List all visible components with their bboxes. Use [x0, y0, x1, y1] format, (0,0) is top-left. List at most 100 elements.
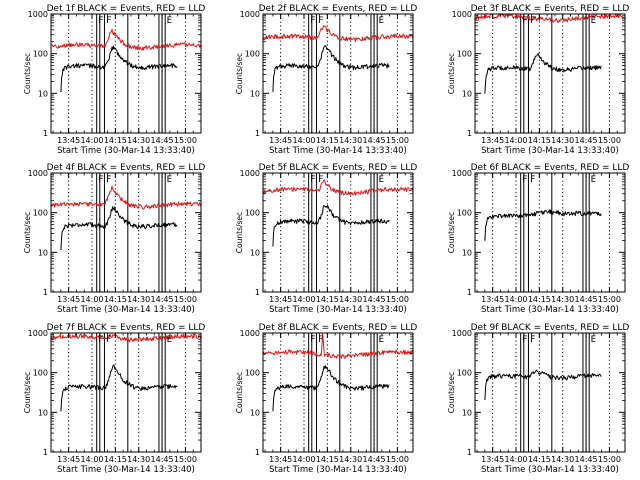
x-tick-label: 14:00: [504, 136, 527, 145]
chart-title: Det 1f BLACK = Events, RED = LLD: [47, 4, 206, 14]
x-tick-label: 14:30: [551, 455, 574, 464]
flag-marker-f: F: [106, 335, 111, 345]
flag-marker-e: E: [591, 16, 596, 26]
x-axis-label: Start Time (30-Mar-14 13:33:40): [481, 146, 619, 156]
x-tick-label: 14:15: [316, 295, 339, 304]
x-tick-label: 13:45: [481, 136, 504, 145]
y-tick-label: 1: [255, 448, 260, 457]
x-tick-label: 14:15: [104, 455, 127, 464]
x-tick-label: 14:00: [504, 295, 527, 304]
x-tick-label: 13:45: [481, 295, 504, 304]
x-tick-label: 14:30: [339, 295, 362, 304]
y-tick-label: 100: [457, 50, 472, 59]
chart-panel-6: Det 6f BLACK = Events, RED = LLD F F E 1 10 10…: [447, 163, 629, 315]
x-axis-label: Start Time (30-Mar-14 13:33:40): [57, 305, 195, 315]
y-axis-label: Counts/sec: [23, 53, 32, 94]
x-tick-label: 14:00: [80, 136, 103, 145]
chart-panel-3: Det 3f BLACK = Events, RED = LLD F F E 1 10 10…: [447, 4, 629, 156]
x-axis-label: Start Time (30-Mar-14 13:33:40): [269, 305, 407, 315]
events-series-line: [60, 364, 178, 412]
x-tick-label: 14:15: [316, 136, 339, 145]
y-tick-label: 1: [255, 129, 260, 138]
x-tick-label: 14:00: [292, 295, 315, 304]
flag-marker-e: E: [591, 175, 596, 185]
y-tick-label: 100: [33, 369, 48, 378]
plot-frame: [50, 172, 202, 293]
y-tick-label: 1: [43, 288, 48, 297]
chart-title: Det 4f BLACK = Events, RED = LLD: [47, 163, 206, 173]
lld-series-line: [51, 28, 202, 51]
y-tick-label: 1: [255, 288, 260, 297]
y-tick-label: 1000: [240, 169, 260, 178]
x-tick-label: 15:00: [386, 455, 409, 464]
x-tick-label: 15:00: [174, 136, 197, 145]
chart-panel-5: Det 5f BLACK = Events, RED = LLD F F E 1 10 10…: [235, 163, 417, 315]
y-tick-label: 1000: [452, 329, 472, 338]
flag-marker-e: E: [379, 175, 384, 185]
x-tick-label: 14:15: [316, 455, 339, 464]
x-tick-label: 14:45: [575, 295, 598, 304]
y-tick-label: 1000: [28, 329, 48, 338]
lld-series-line: [50, 185, 202, 210]
flag-marker-f: F: [310, 335, 315, 345]
chart-title: Det 2f BLACK = Events, RED = LLD: [259, 4, 418, 14]
x-tick-label: 13:45: [269, 136, 292, 145]
x-tick-label: 14:00: [80, 295, 103, 304]
y-axis-label: Counts/sec: [23, 372, 32, 413]
x-tick-label: 14:45: [363, 295, 386, 304]
y-tick-label: 100: [457, 209, 472, 218]
y-axis-label: Counts/sec: [447, 212, 456, 253]
lld-series-line: [262, 179, 414, 196]
y-tick-label: 1000: [452, 10, 472, 19]
x-tick-label: 15:00: [598, 136, 621, 145]
y-tick-label: 10: [250, 89, 260, 98]
x-tick-label: 14:00: [504, 455, 527, 464]
x-axis-label: Start Time (30-Mar-14 13:33:40): [57, 146, 195, 156]
flag-marker-f: F: [530, 175, 535, 185]
chart-panel-9: Det 9f BLACK = Events, RED = LLD F F E 1 10 10…: [447, 323, 629, 475]
events-series-line: [484, 369, 602, 401]
flag-marker-f: F: [98, 175, 103, 185]
x-axis-label: Start Time (30-Mar-14 13:33:40): [269, 146, 407, 156]
y-tick-label: 100: [245, 369, 260, 378]
y-tick-label: 1000: [28, 10, 48, 19]
x-tick-label: 13:45: [57, 455, 80, 464]
y-tick-label: 10: [462, 89, 472, 98]
x-axis-label: Start Time (30-Mar-14 13:33:40): [269, 465, 407, 475]
y-tick-label: 10: [462, 248, 472, 257]
flag-marker-f: F: [310, 16, 315, 26]
lld-series-line: [262, 332, 413, 359]
y-tick-label: 10: [250, 248, 260, 257]
chart-title: Det 3f BLACK = Events, RED = LLD: [471, 4, 630, 14]
x-tick-label: 14:15: [104, 136, 127, 145]
chart-panel-4: Det 4f BLACK = Events, RED = LLD F F E 1 10 10…: [23, 163, 205, 315]
x-tick-label: 13:45: [481, 455, 504, 464]
flag-marker-e: E: [379, 335, 384, 345]
plot-frame: [474, 332, 626, 453]
x-tick-label: 14:00: [292, 136, 315, 145]
x-tick-label: 14:15: [104, 295, 127, 304]
events-series-line: [272, 365, 390, 412]
flag-marker-e: E: [591, 335, 596, 345]
y-tick-label: 1: [467, 129, 472, 138]
x-tick-label: 14:45: [151, 295, 174, 304]
chart-title: Det 6f BLACK = Events, RED = LLD: [471, 163, 630, 173]
x-tick-label: 13:45: [269, 295, 292, 304]
y-axis-label: Counts/sec: [235, 212, 244, 253]
x-tick-label: 15:00: [598, 455, 621, 464]
flag-marker-e: E: [167, 335, 172, 345]
flag-marker-f: F: [310, 175, 315, 185]
flag-marker-f: F: [318, 175, 323, 185]
x-tick-label: 15:00: [386, 295, 409, 304]
x-tick-label: 14:30: [339, 455, 362, 464]
plot-frame: [262, 13, 414, 134]
flag-marker-f: F: [318, 335, 323, 345]
y-tick-label: 100: [457, 369, 472, 378]
y-tick-label: 1000: [240, 10, 260, 19]
y-tick-label: 1000: [452, 169, 472, 178]
x-tick-label: 13:45: [269, 455, 292, 464]
y-tick-label: 1: [43, 448, 48, 457]
x-axis-label: Start Time (30-Mar-14 13:33:40): [481, 465, 619, 475]
events-series-line: [60, 206, 178, 251]
